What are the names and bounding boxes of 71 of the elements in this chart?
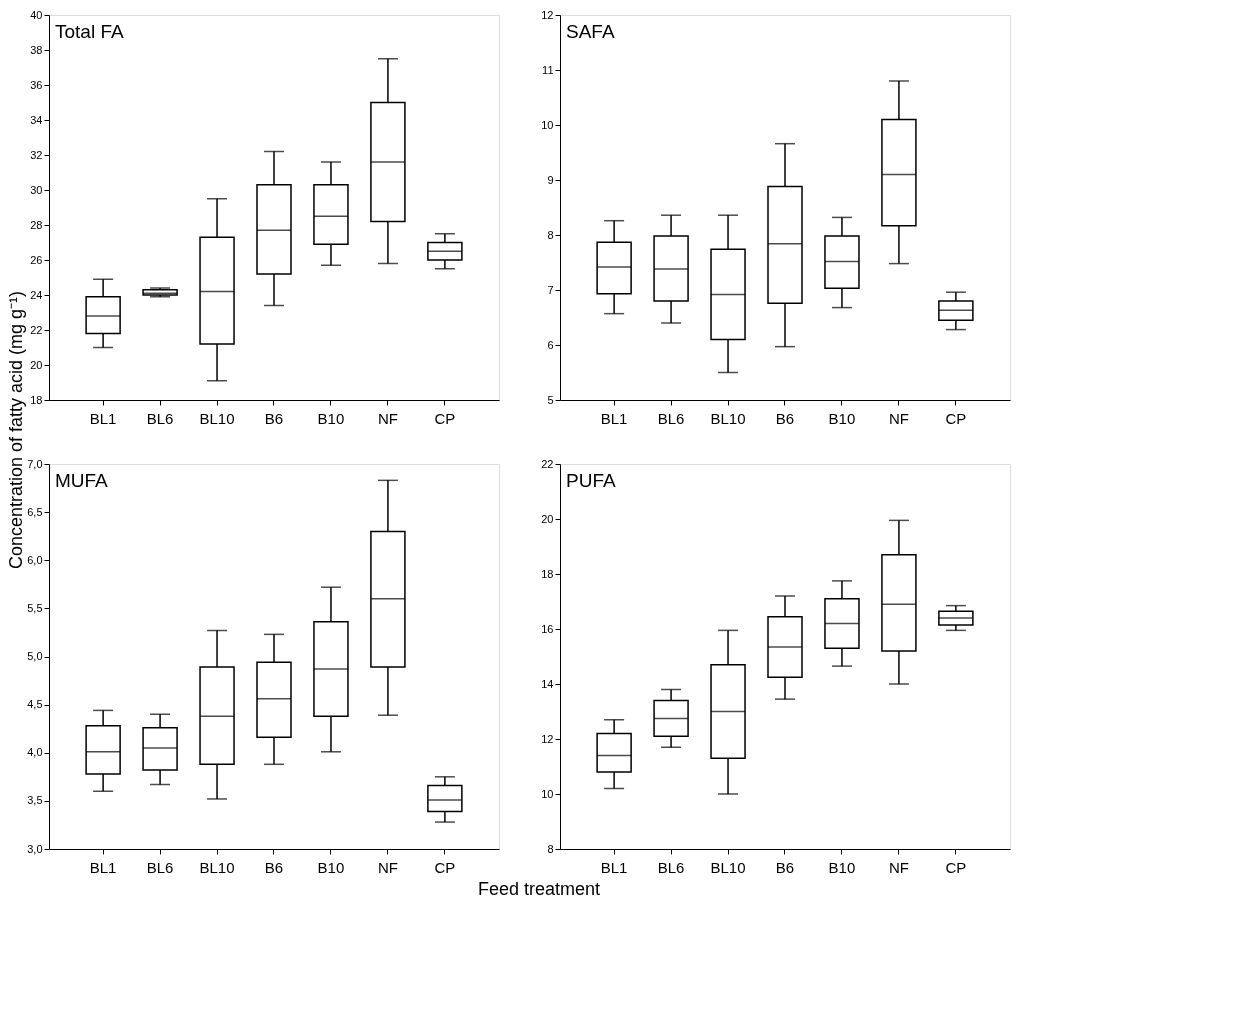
y-tick-label: 38: [30, 43, 43, 56]
x-tick-label: CP: [945, 409, 967, 427]
x-tick-label: B6: [264, 409, 284, 427]
x-tick-label: B6: [264, 858, 284, 876]
y-tick-label: 16: [541, 622, 554, 635]
x-tick-label: B10: [317, 409, 345, 427]
y-tick-label: 20: [30, 358, 43, 371]
x-tick-label: B6: [775, 858, 795, 876]
y-tick-label: 32: [30, 148, 43, 161]
x-tick-label: BL10: [710, 858, 746, 876]
y-tick-label: 7: [547, 283, 554, 296]
y-tick-label: 34: [30, 113, 43, 126]
y-tick-label: 6: [547, 338, 554, 351]
x-tick-label: NF: [888, 409, 909, 427]
x-tick-label: NF: [888, 858, 909, 876]
x-tick-label: CP: [434, 858, 456, 876]
x-tick-label: BL10: [199, 858, 235, 876]
x-tick-label: BL6: [146, 858, 174, 876]
x-tick-label: BL6: [146, 409, 174, 427]
x-tick-label: BL1: [600, 858, 628, 876]
y-tick-label: 22: [30, 323, 43, 336]
x-tick-label: B6: [775, 409, 795, 427]
y-tick-label: 30: [30, 183, 43, 196]
x-tick-label: B10: [317, 858, 345, 876]
y-tick-label: 4,5: [27, 698, 43, 711]
x-tick-label: BL1: [89, 409, 117, 427]
x-axis-title: Feed treatment: [477, 879, 601, 899]
y-tick-label: 18: [30, 393, 43, 406]
y-tick-label: 5: [547, 393, 554, 406]
y-tick-label: 20: [541, 512, 554, 525]
x-tick-label: BL6: [657, 409, 685, 427]
x-tick-label: BL10: [199, 409, 235, 427]
y-tick-label: 28: [30, 218, 43, 231]
x-tick-label: B10: [828, 858, 856, 876]
y-tick-label: 5,5: [27, 601, 43, 614]
chart-title: MUFA: [55, 470, 109, 491]
y-tick-label: 10: [541, 118, 554, 131]
chart-title: SAFA: [566, 21, 615, 42]
y-tick-label: 24: [30, 288, 43, 301]
y-tick-label: 4,0: [27, 746, 43, 759]
y-tick-label: 40: [30, 8, 43, 21]
y-tick-label: 14: [541, 677, 554, 690]
y-tick-label: 26: [30, 253, 43, 266]
y-tick-label: 22: [541, 457, 554, 470]
y-axis-title: Concentration of fatty acid (mg g⁻¹): [6, 290, 26, 570]
y-tick-label: 8: [547, 228, 554, 241]
y-tick-label: 36: [30, 78, 43, 91]
x-tick-label: CP: [434, 409, 456, 427]
x-tick-label: CP: [945, 858, 967, 876]
x-tick-label: BL1: [600, 409, 628, 427]
chart-title: PUFA: [566, 470, 616, 491]
x-tick-label: BL10: [710, 409, 746, 427]
y-tick-label: 18: [541, 567, 554, 580]
y-tick-label: 10: [541, 787, 554, 800]
y-tick-label: 6,5: [27, 505, 43, 518]
x-tick-label: BL1: [89, 858, 117, 876]
y-tick-label: 6,0: [27, 553, 43, 566]
y-tick-label: 12: [541, 8, 554, 21]
x-tick-label: NF: [377, 858, 398, 876]
y-tick-label: 3,5: [27, 794, 43, 807]
y-tick-label: 11: [542, 63, 554, 76]
y-tick-label: 5,0: [27, 650, 43, 662]
x-tick-label: B10: [828, 409, 856, 427]
x-tick-label: NF: [377, 409, 398, 427]
y-tick-label: 8: [547, 842, 554, 855]
y-tick-label: 3,0: [27, 842, 43, 855]
x-tick-label: BL6: [657, 858, 685, 876]
y-tick-label: 9: [547, 173, 554, 186]
y-tick-label: 12: [541, 732, 554, 745]
chart-title: Total FA: [55, 21, 124, 42]
y-tick-label: 7,0: [27, 457, 43, 470]
